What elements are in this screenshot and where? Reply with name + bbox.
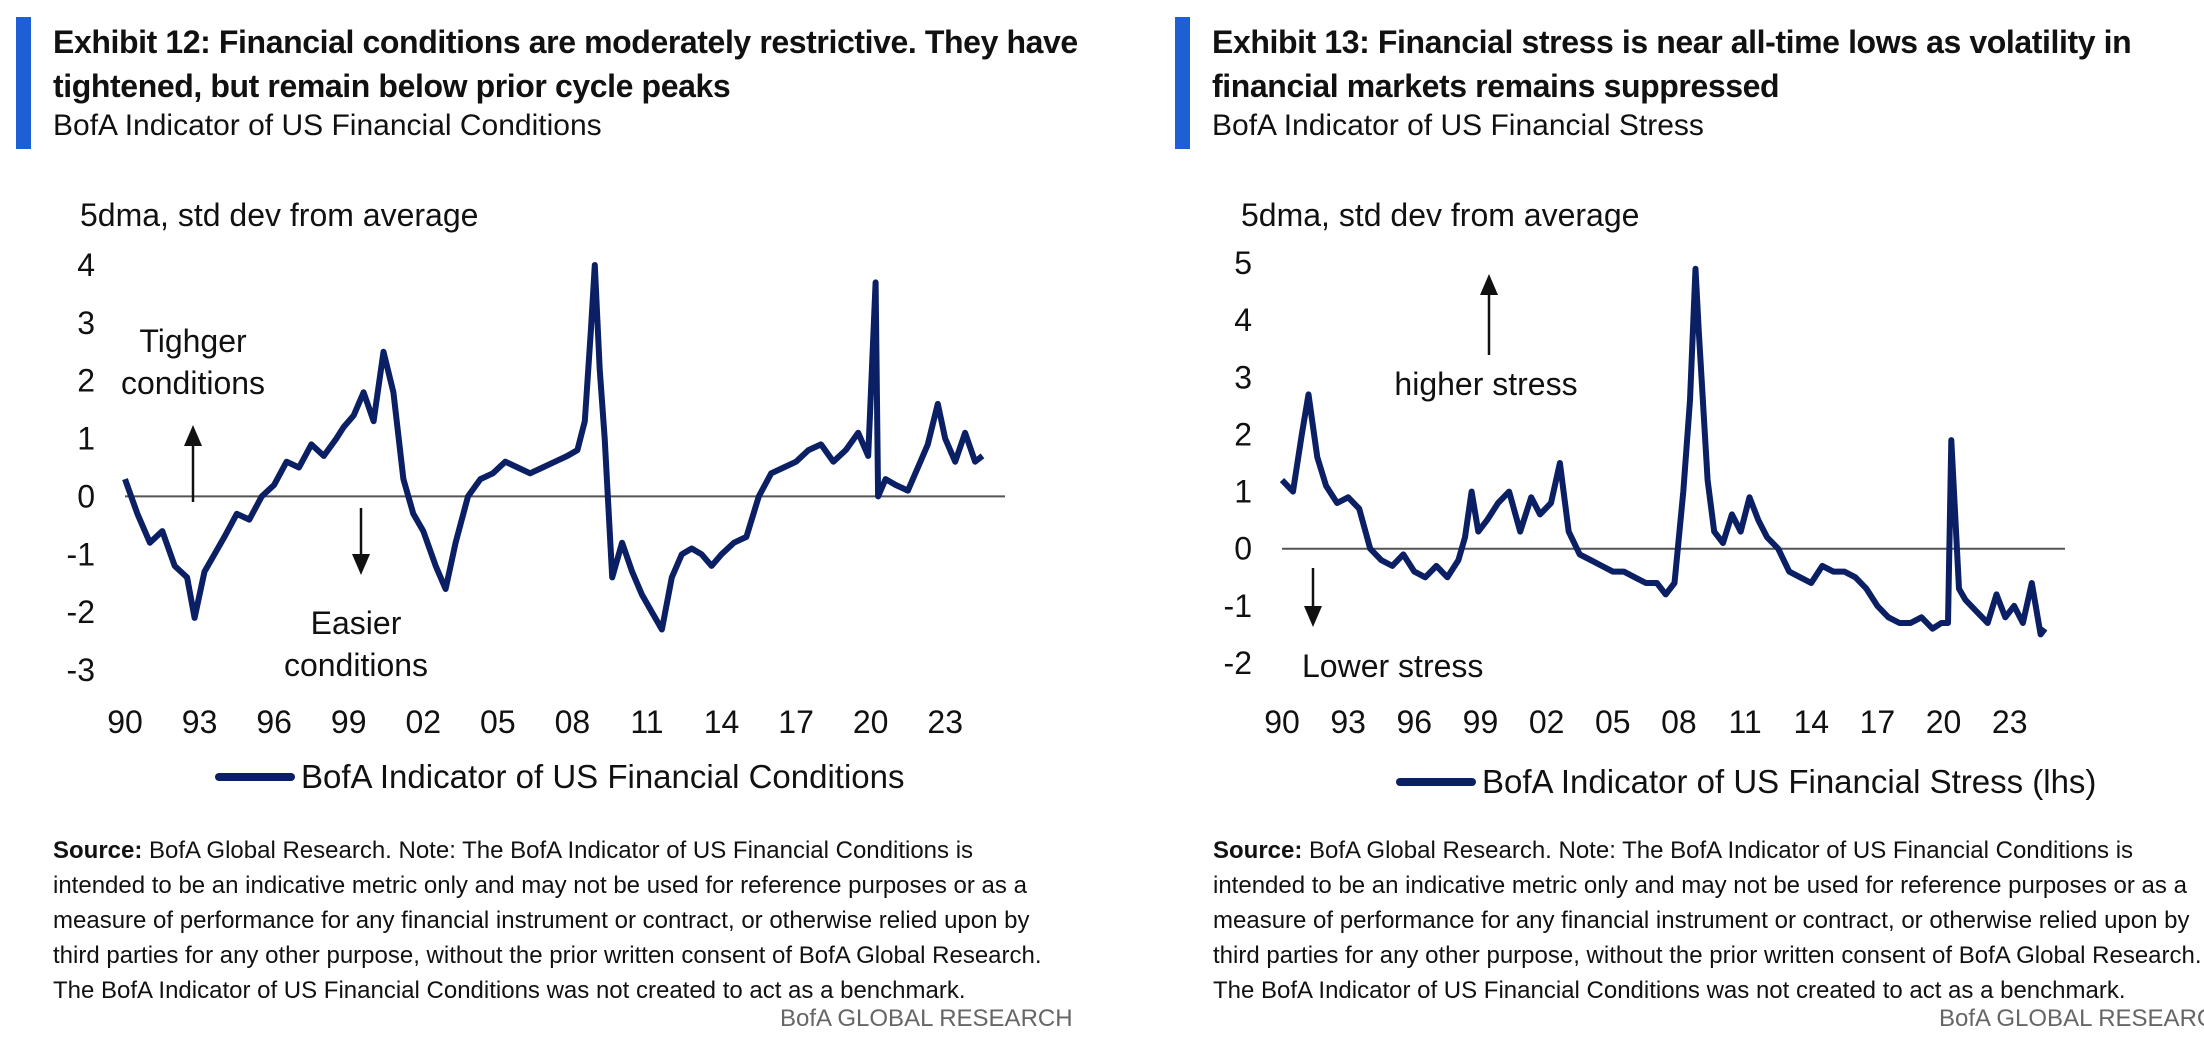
y-tick-label: -2 (1224, 645, 1252, 681)
source-note: Source: BofA Global Research. Note: The … (1213, 833, 2204, 1008)
x-tick-label: 14 (1793, 704, 1829, 740)
brand-footer: BofA GLOBAL RESEARCH (780, 1005, 1073, 1032)
annotation-tighter-line1: Tighger (139, 323, 247, 359)
annotation-higher-stress: higher stress (1394, 366, 1577, 402)
y-tick-label: 0 (77, 478, 95, 514)
y-tick-label: 0 (1234, 531, 1252, 567)
x-tick-label: 14 (704, 704, 740, 740)
x-tick-label: 96 (1397, 704, 1433, 740)
x-tick-label: 93 (1330, 704, 1366, 740)
y-tick-label: -2 (67, 594, 95, 630)
arrow-down-icon (1304, 568, 1322, 627)
exhibit-13-panel: Exhibit 13: Financial stress is near all… (1160, 0, 2204, 1046)
y-tick-label: 4 (77, 247, 95, 283)
exhibit-12-panel: Exhibit 12: Financial conditions are mod… (0, 0, 1100, 1046)
legend-swatch (215, 773, 295, 781)
y-tick-label: -1 (67, 536, 95, 572)
source-label: Source: (53, 837, 143, 864)
y-tick-label: 1 (1234, 474, 1252, 510)
legend-label: BofA Indicator of US Financial Stress (l… (1482, 763, 2097, 800)
x-tick-label: 11 (630, 704, 663, 740)
y-tick-label: 4 (1234, 302, 1252, 338)
x-tick-label: 20 (1926, 704, 1962, 740)
y-tick-label: -1 (1224, 588, 1252, 624)
y-tick-label: 3 (77, 305, 95, 341)
x-tick-label: 90 (107, 704, 143, 740)
series-line (1279, 265, 2048, 638)
y-tick-label: 2 (77, 363, 95, 399)
x-tick-label: 99 (331, 704, 367, 740)
x-tick-label: 17 (778, 704, 814, 740)
source-note: Source: BofA Global Research. Note: The … (53, 833, 1053, 1008)
x-tick-label: 02 (1529, 704, 1565, 740)
x-tick-label: 96 (256, 704, 292, 740)
source-text: BofA Global Research. Note: The BofA Ind… (53, 837, 1042, 1004)
legend-swatch (1396, 778, 1476, 786)
x-tick-label: 08 (1661, 704, 1697, 740)
chart-legend: BofA Indicator of US Financial Stress (l… (1396, 763, 2096, 801)
x-tick-label: 17 (1860, 704, 1896, 740)
x-tick-label: 11 (1728, 704, 1761, 740)
annotation-tighter-line2: conditions (121, 365, 265, 401)
y-tick-label: -3 (67, 652, 95, 688)
y-tick-label: 2 (1234, 416, 1252, 452)
chart-legend: BofA Indicator of US Financial Condition… (215, 758, 905, 796)
exhibit-title: Exhibit 13: Financial stress is near all… (1212, 24, 2132, 104)
y-axis-label: 5dma, std dev from average (80, 197, 479, 233)
x-tick-label: 90 (1264, 704, 1300, 740)
arrow-up-icon (1480, 274, 1498, 355)
y-axis-label: 5dma, std dev from average (1241, 197, 1640, 233)
financial-stress-chart: 5 4 3 2 1 0 -1 -2 90 93 96 99 02 05 08 11 14 17 20 23 high… (1224, 245, 2065, 740)
annotation-easier-line1: Easier (311, 605, 402, 641)
source-label: Source: (1213, 837, 1303, 864)
x-tick-label: 23 (927, 704, 963, 740)
x-tick-label: 23 (1992, 704, 2028, 740)
x-tick-label: 93 (182, 704, 218, 740)
title-accent-bar (1175, 17, 1190, 149)
x-tick-label: 02 (405, 704, 441, 740)
exhibit-subtitle: BofA Indicator of US Financial Stress (1212, 109, 1704, 142)
y-tick-label: 5 (1234, 245, 1252, 281)
x-tick-label: 99 (1463, 704, 1499, 740)
arrow-down-icon (352, 508, 370, 575)
annotation-easier-line2: conditions (284, 647, 428, 683)
exhibit-title: Exhibit 12: Financial conditions are mod… (53, 24, 1078, 104)
exhibit-subtitle: BofA Indicator of US Financial Condition… (53, 109, 602, 142)
arrow-up-icon (184, 425, 202, 502)
y-tick-label: 3 (1234, 359, 1252, 395)
series-line (122, 262, 985, 633)
source-text: BofA Global Research. Note: The BofA Ind… (1213, 837, 2202, 1004)
x-tick-label: 08 (555, 704, 591, 740)
y-tick-label: 1 (77, 421, 95, 457)
title-accent-bar (16, 17, 31, 149)
legend-label: BofA Indicator of US Financial Condition… (301, 758, 905, 795)
financial-conditions-chart: 4 3 2 1 0 -1 -2 -3 90 93 96 99 02 05 08 11 14 17 20 23 Tig… (67, 247, 1005, 740)
x-tick-label: 05 (1595, 704, 1631, 740)
x-tick-label: 05 (480, 704, 516, 740)
brand-footer: BofA GLOBAL RESEARCH (1939, 1005, 2204, 1032)
annotation-lower-stress: Lower stress (1302, 648, 1483, 684)
x-tick-label: 20 (853, 704, 889, 740)
